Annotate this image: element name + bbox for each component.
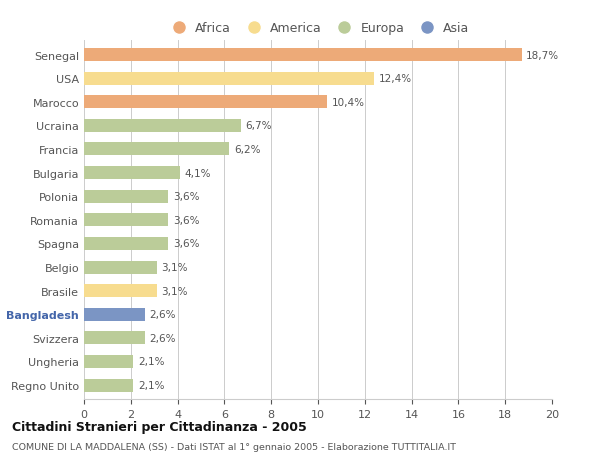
Text: Cittadini Stranieri per Cittadinanza - 2005: Cittadini Stranieri per Cittadinanza - 2… <box>12 420 307 433</box>
Bar <box>84 49 521 62</box>
Bar <box>84 214 168 227</box>
Bar <box>84 143 229 156</box>
Text: 3,1%: 3,1% <box>161 286 188 296</box>
Bar <box>84 190 168 203</box>
Text: 2,1%: 2,1% <box>138 357 164 367</box>
Bar <box>84 308 145 321</box>
Text: 2,1%: 2,1% <box>138 380 164 390</box>
Text: 6,2%: 6,2% <box>234 145 260 155</box>
Bar <box>84 261 157 274</box>
Text: 3,1%: 3,1% <box>161 263 188 273</box>
Bar <box>84 355 133 368</box>
Text: 3,6%: 3,6% <box>173 192 199 202</box>
Bar <box>84 73 374 85</box>
Bar <box>84 237 168 250</box>
Bar <box>84 167 180 179</box>
Bar <box>84 331 145 345</box>
Text: 18,7%: 18,7% <box>526 50 559 61</box>
Text: 12,4%: 12,4% <box>379 74 412 84</box>
Bar <box>84 96 328 109</box>
Bar <box>84 379 133 392</box>
Text: 10,4%: 10,4% <box>332 98 365 107</box>
Legend: Africa, America, Europa, Asia: Africa, America, Europa, Asia <box>161 17 475 40</box>
Text: 2,6%: 2,6% <box>149 333 176 343</box>
Text: 3,6%: 3,6% <box>173 215 199 225</box>
Text: 6,7%: 6,7% <box>245 121 272 131</box>
Text: COMUNE DI LA MADDALENA (SS) - Dati ISTAT al 1° gennaio 2005 - Elaborazione TUTTI: COMUNE DI LA MADDALENA (SS) - Dati ISTAT… <box>12 442 456 451</box>
Bar <box>84 120 241 133</box>
Bar <box>84 285 157 297</box>
Text: 4,1%: 4,1% <box>185 168 211 178</box>
Text: 3,6%: 3,6% <box>173 239 199 249</box>
Text: 2,6%: 2,6% <box>149 309 176 319</box>
